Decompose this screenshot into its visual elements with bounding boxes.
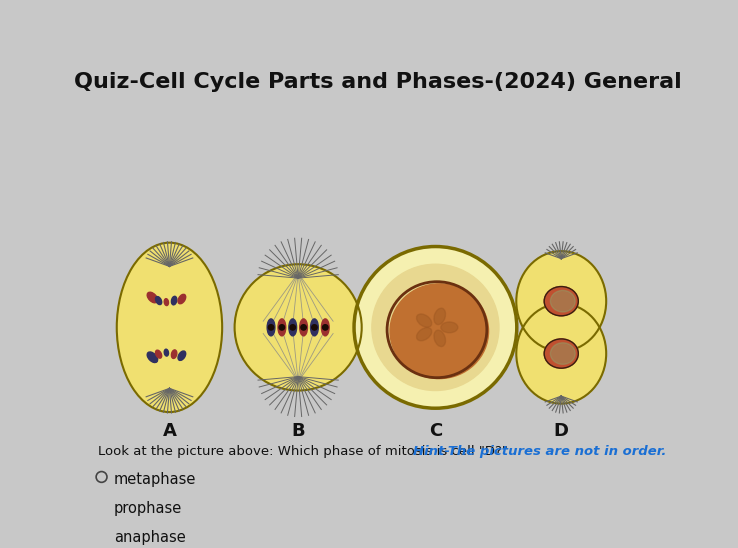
Text: prophase: prophase: [114, 501, 182, 516]
Ellipse shape: [156, 350, 162, 358]
Ellipse shape: [289, 319, 297, 336]
Ellipse shape: [300, 319, 308, 336]
Ellipse shape: [165, 349, 168, 356]
Ellipse shape: [551, 290, 575, 312]
Ellipse shape: [267, 319, 275, 336]
Ellipse shape: [322, 319, 329, 336]
Ellipse shape: [416, 314, 432, 327]
Ellipse shape: [147, 352, 158, 363]
Text: C: C: [429, 421, 442, 439]
Circle shape: [290, 324, 295, 330]
Ellipse shape: [354, 247, 517, 408]
Ellipse shape: [171, 350, 177, 358]
Ellipse shape: [178, 294, 186, 304]
Ellipse shape: [434, 330, 446, 346]
Ellipse shape: [171, 296, 177, 305]
Circle shape: [279, 324, 285, 330]
Text: Hint-The pictures are not in order.: Hint-The pictures are not in order.: [413, 444, 666, 458]
Text: D: D: [554, 421, 569, 439]
Ellipse shape: [416, 328, 432, 341]
Ellipse shape: [147, 292, 158, 303]
Ellipse shape: [390, 284, 489, 379]
Ellipse shape: [178, 351, 186, 361]
Ellipse shape: [544, 339, 579, 368]
Ellipse shape: [311, 319, 318, 336]
Text: A: A: [162, 421, 176, 439]
Ellipse shape: [372, 264, 499, 391]
Ellipse shape: [441, 322, 458, 333]
Ellipse shape: [434, 308, 446, 324]
Text: metaphase: metaphase: [114, 472, 196, 487]
Ellipse shape: [517, 251, 606, 351]
Ellipse shape: [235, 264, 362, 391]
Circle shape: [311, 324, 317, 330]
Circle shape: [323, 324, 328, 330]
Ellipse shape: [117, 243, 222, 412]
Text: B: B: [292, 421, 305, 439]
Ellipse shape: [165, 299, 168, 306]
Ellipse shape: [517, 304, 606, 404]
Ellipse shape: [278, 319, 286, 336]
Ellipse shape: [156, 296, 162, 305]
Ellipse shape: [551, 343, 575, 364]
Ellipse shape: [544, 287, 579, 316]
Text: anaphase: anaphase: [114, 530, 186, 545]
Text: Quiz-Cell Cycle Parts and Phases-(2024) General: Quiz-Cell Cycle Parts and Phases-(2024) …: [75, 72, 682, 92]
Circle shape: [269, 324, 274, 330]
Text: Look at the picture above: Which phase of mitosis is cell "D?": Look at the picture above: Which phase o…: [98, 444, 508, 458]
Circle shape: [301, 324, 306, 330]
